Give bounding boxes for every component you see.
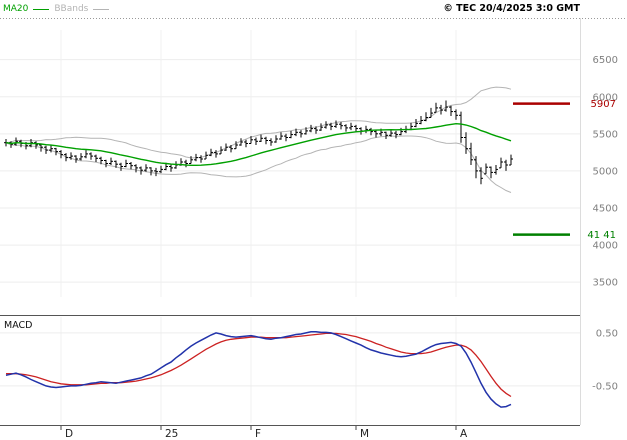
month-label: A: [460, 428, 468, 440]
price-axis-label: 3500: [593, 278, 618, 289]
ma20-legend-label: MA20: [3, 4, 29, 14]
bbands-legend-swatch: [93, 8, 110, 10]
ma20-line: [5, 122, 512, 167]
macd-axis-label: -0.50: [592, 381, 618, 392]
price-axis-label: 4500: [593, 204, 618, 215]
macd-axis-label: 0.50: [596, 328, 618, 339]
legend: MA20 BBands: [3, 4, 110, 14]
level-label: 41 41: [587, 230, 616, 241]
macd-signal-line: [6, 332, 512, 398]
month-label: D: [65, 428, 73, 440]
month-label: M: [360, 428, 369, 440]
copyright-text: © TEC 20/4/2025 3:0 GMT: [443, 3, 580, 14]
macd-panel-label: MACD: [4, 320, 33, 331]
month-label: 25: [165, 428, 178, 440]
bbands-legend-label: BBands: [54, 4, 89, 14]
month-label: F: [255, 428, 261, 440]
price-axis-label: 5000: [593, 166, 618, 177]
macd-line: [5, 331, 512, 408]
price-axis-label: 6500: [593, 55, 618, 66]
bband-lower-line: [5, 135, 512, 193]
price-axis-label: 5500: [593, 129, 618, 140]
ma20-legend-swatch: [33, 8, 50, 10]
price-axis-label: 6000: [593, 92, 618, 103]
bband-upper-line: [5, 86, 512, 159]
level-label: 5907: [591, 99, 616, 110]
price-axis-label: 4000: [593, 241, 618, 252]
